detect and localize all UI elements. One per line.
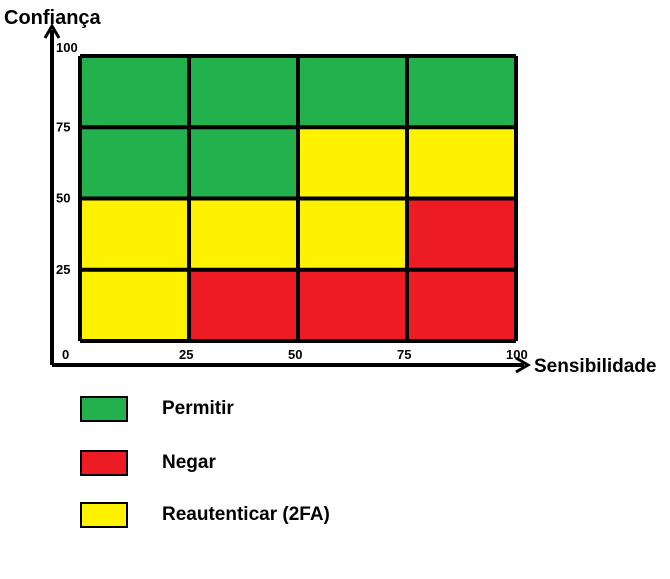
x-tick-label: 75 bbox=[397, 347, 411, 362]
heatmap-cell-allow bbox=[407, 56, 516, 128]
heatmap-cell-allow bbox=[80, 56, 189, 128]
heatmap-cell-deny bbox=[407, 198, 516, 270]
heatmap-cell-reauth bbox=[80, 198, 189, 270]
heatmap-cell-allow bbox=[298, 56, 407, 128]
axes bbox=[43, 23, 531, 374]
heatmap-cell-allow bbox=[80, 127, 189, 199]
heatmap-cell-reauth bbox=[298, 127, 407, 199]
legend-swatch bbox=[80, 450, 128, 476]
heatmap-cell-deny bbox=[189, 269, 298, 341]
heatmap-cell-reauth bbox=[298, 198, 407, 270]
heatmap-cell-reauth bbox=[80, 269, 189, 341]
y-axis-arrowhead bbox=[43, 23, 61, 39]
legend-item-allow: Permitir bbox=[80, 392, 480, 422]
y-tick-label: 100 bbox=[56, 40, 78, 55]
y-tick-label: 50 bbox=[56, 191, 70, 206]
x-tick-label: 0 bbox=[62, 347, 69, 362]
heatmap-cell-reauth bbox=[407, 127, 516, 199]
legend-swatch bbox=[80, 396, 128, 422]
x-tick-label: 100 bbox=[506, 347, 528, 362]
heatmap-cells bbox=[80, 56, 516, 341]
decision-matrix-chart: 0 25 50 75 100 25 50 75 100 Confiança Sensibilid… bbox=[4, 7, 656, 377]
x-axis-arrowhead bbox=[515, 356, 531, 374]
x-tick-label: 50 bbox=[288, 347, 302, 362]
tick-labels: 0 25 50 75 100 25 50 75 100 bbox=[56, 40, 528, 362]
x-axis-label: Sensibilidade bbox=[534, 356, 656, 377]
heatmap-cell-reauth bbox=[189, 198, 298, 270]
legend-label: Reautenticar (2FA) bbox=[162, 504, 330, 525]
legend-label: Negar bbox=[162, 452, 216, 473]
legend-item-reauth: Reautenticar (2FA) bbox=[80, 498, 480, 528]
legend-swatch bbox=[80, 502, 128, 528]
legend-item-deny: Negar bbox=[80, 446, 480, 476]
legend-label: Permitir bbox=[162, 398, 234, 419]
y-tick-label: 75 bbox=[56, 119, 70, 134]
heatmap-cell-deny bbox=[298, 269, 407, 341]
heatmap-cell-allow bbox=[189, 56, 298, 128]
y-axis-label: Confiança bbox=[4, 7, 102, 29]
heatmap-cell-deny bbox=[407, 269, 516, 341]
y-tick-label: 25 bbox=[56, 262, 70, 277]
heatmap-cell-allow bbox=[189, 127, 298, 199]
grid-lines bbox=[78, 54, 518, 343]
x-tick-label: 25 bbox=[179, 347, 193, 362]
